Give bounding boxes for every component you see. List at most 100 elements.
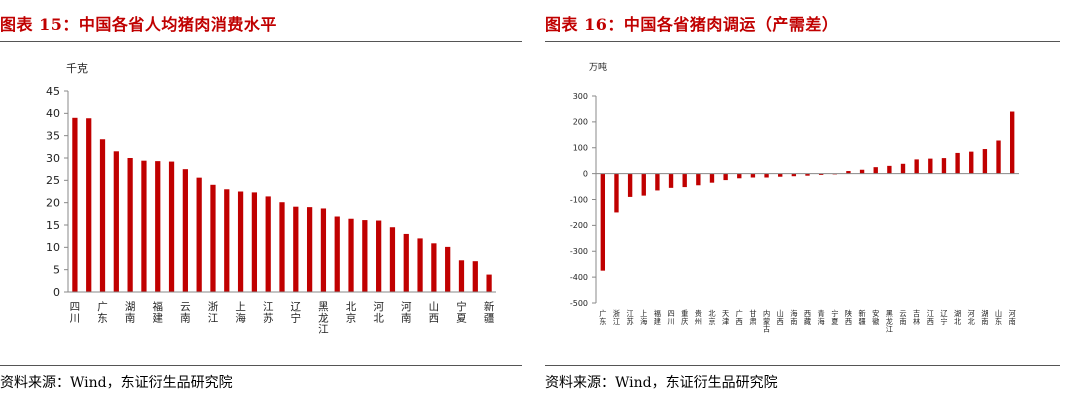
x-tick-label: 江苏 [263,301,274,324]
bar-新疆 [859,169,865,174]
y-tick-label: 10 [46,241,60,254]
x-tick-label: 江西 [927,309,934,326]
x-tick-label: 陕西 [845,309,852,326]
bar-上海 [641,173,646,196]
y-tick-label: 45 [46,85,60,98]
bar-内蒙古 [764,173,769,178]
x-tick-label: 河南 [401,301,412,324]
x-tick-label: 江苏 [627,309,634,326]
bar-四川 [72,117,78,292]
y-axis-unit-label: 千克 [66,62,88,75]
bar-湖南 [127,158,133,292]
bar-chart-pork-consumption: 千克 0 5 10 15 20 25 30 35 40 45 四川广东湖南福建云南浙江上海江苏辽宁黑龙… [46,62,496,336]
bar-甘肃 [362,220,368,292]
y-tick-label: 20 [46,197,60,210]
chart-panel-16: 图表 16：中国各省猪肉调运（产需差） 万吨 -500 -400 -300 -200 -1… [545,0,1060,407]
y-axis-unit-label: 万吨 [589,61,607,73]
bar-河北 [969,151,974,174]
bar-海南 [791,173,797,177]
x-tick-label: 上海 [640,309,647,326]
x-tick-label: 内蒙古 [763,309,770,334]
bar-云南 [182,169,188,292]
x-tick-label: 宁夏 [456,300,467,324]
bar-黑龙江 [320,208,327,292]
y-tick-label: -500 [570,299,588,308]
bar-河南 [1009,111,1015,174]
x-tick-label: 广东 [599,309,606,326]
x-tick-label: 宁夏 [831,309,838,326]
bar-辽宁 [941,158,947,174]
bar-广东 [600,173,606,271]
bar-陕西 [334,216,340,292]
bar-重庆 [682,173,687,188]
bar-海南 [168,161,175,292]
y-tick-label: 100 [573,144,588,153]
bar-chart-pork-transfer: 万吨 -500 -400 -300 -200 -100 0 100 200 300 广东浙江江苏上海… [570,61,1019,334]
x-tick-label: 北京 [346,301,357,324]
y-tick-label: 5 [53,264,60,277]
x-tick-label: 福建 [654,309,661,326]
bar-吉林 [306,207,313,292]
source-note: 资料来源：Wind，东证衍生品研究院 [0,375,233,391]
bar-安徽 [251,192,258,292]
x-tick-label: 吉林 [913,309,920,326]
bar-福建 [155,161,161,292]
source-rule [0,365,522,366]
bar-青海 [445,246,451,292]
x-tick-label: 四川 [667,309,674,326]
bar-天津 [723,173,728,181]
bar-四川 [668,173,674,188]
bar-黑龙江 [887,165,892,174]
bar-上海 [237,191,244,292]
bar-湖北 [955,152,960,174]
x-tick-label: 四川 [70,301,81,324]
y-tick-label: -300 [570,247,588,256]
bar-山西 [431,243,437,292]
bar-甘肃 [750,173,756,178]
chart-title: 图表 15：中国各省人均猪肉消费水平 [0,15,277,34]
x-tick-label: 湖南 [125,301,136,324]
x-tick-label: 湖北 [954,309,961,326]
bar-河南 [403,233,409,292]
x-tick-label: 河北 [968,309,975,326]
bar-西藏 [805,173,810,176]
x-tick-label: 重庆 [681,309,688,326]
x-tick-label: 青海 [818,309,825,326]
bar-贵州 [196,177,202,292]
y-tick-label: 15 [46,219,60,232]
x-tick-label: 山西 [777,309,784,326]
bar-陕西 [846,171,851,174]
source-note: 资料来源：Wind，东证衍生品研究院 [545,375,778,391]
x-tick-label: 河南 [1009,309,1016,326]
bar-宁夏 [417,238,423,292]
chart-title: 图表 16：中国各省猪肉调运（产需差） [545,15,839,34]
y-tick-label: 25 [46,174,60,187]
bar-贵州 [696,173,701,186]
bar-山东 [472,261,478,292]
bar-辽宁 [293,206,299,292]
chart-panel-15: 图表 15：中国各省人均猪肉消费水平 千克 0 5 10 15 20 25 30 35 40 45 四… [0,0,522,407]
x-tick-label: 福建 [152,300,163,324]
bar-河北 [376,220,382,292]
bar-天津 [279,202,285,292]
bar-福建 [655,173,660,191]
bar-吉林 [914,159,919,174]
x-tick-label: 新疆 [858,309,865,326]
x-tick-label: 辽宁 [291,301,302,324]
source-rule [545,365,1060,366]
y-tick-label: 40 [46,107,60,120]
bar-北京 [348,218,354,292]
x-tick-label: 广西 [736,309,743,326]
x-tick-label: 甘肃 [749,309,756,326]
bar-江苏 [265,196,271,292]
x-tick-label: 湖南 [981,309,988,326]
bar-云南 [900,163,906,174]
bar-宁夏 [458,260,465,292]
x-tick-label: 贵州 [695,309,702,326]
x-tick-label: 西藏 [804,309,811,326]
bar-新疆 [486,274,492,292]
x-tick-label: 云南 [899,309,906,326]
bar-湖南 [982,149,988,174]
bar-广西 [113,151,119,292]
bar-广东 [99,139,106,292]
